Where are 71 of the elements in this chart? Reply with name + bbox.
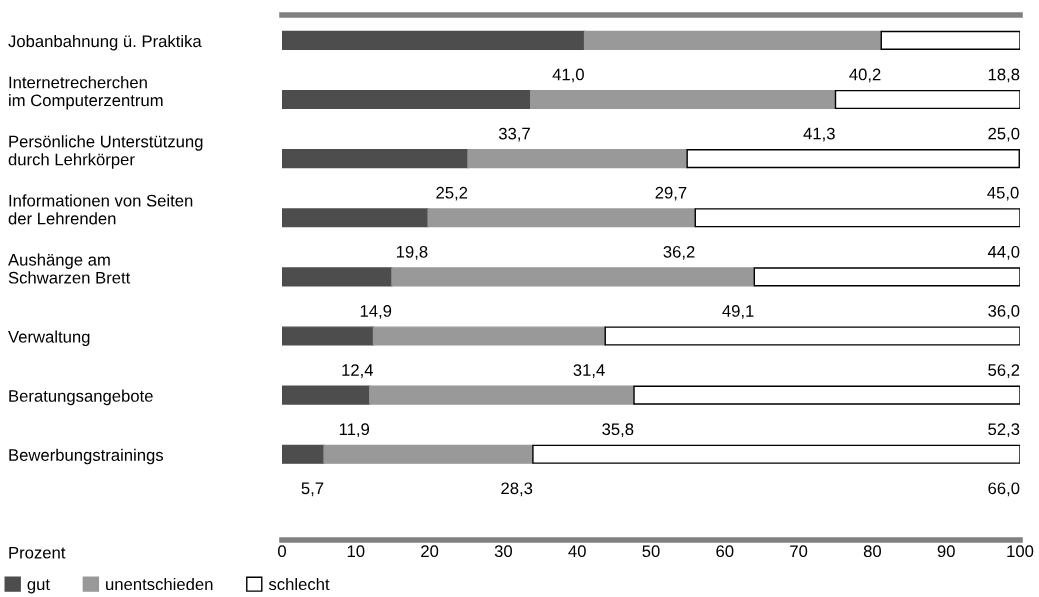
y-tick-label: Verwaltung [8,330,90,347]
bar [282,444,325,464]
text: 5,7 [301,482,324,497]
x-tick-label: 70 [790,545,808,558]
x-tick-label: 80 [863,545,882,558]
x-tick-label: 20 [421,545,439,558]
text: 40,2 [849,68,881,83]
x-tick-label: 0 [278,545,286,558]
text: 25,2 [436,186,468,201]
bar [372,326,606,346]
text: 18,8 [988,68,1020,83]
x-tick-label: 60 [716,545,734,558]
bar [282,149,469,169]
bar [282,385,371,405]
bar [530,89,837,110]
bar [282,326,375,346]
bar [880,30,1020,50]
legend-label: gut [27,579,50,594]
x-tick-label: 90 [937,545,955,558]
text: 44,0 [987,245,1020,260]
text: 29,7 [655,186,687,201]
x-tick-label: 100 [1007,545,1034,558]
text: 33,7 [498,127,530,142]
bar [467,149,688,169]
bar [391,267,756,287]
bar [369,385,635,405]
text: 52,3 [988,423,1020,438]
text: 12,4 [342,364,374,378]
bar [834,89,1020,110]
y-tick-label: Informationen von Seiten der Lehrenden [8,194,193,225]
text: 36,0 [988,305,1020,319]
text: 56,2 [988,364,1020,378]
x-tick-label: 10 [347,545,365,558]
bar [583,30,882,50]
bar [604,326,1020,346]
y-tick-label: Internetrecherchen im Computerzentrum [9,76,163,110]
text: 41,3 [803,127,835,142]
x-axis-title: Prozent [9,546,66,559]
text: 28,3 [501,482,533,497]
text: 25,0 [988,127,1020,142]
y-tick-label: Jobanbahnung ü. Praktika [8,34,202,51]
bar [282,89,532,110]
bar [686,149,1020,169]
text: 11,9 [339,423,370,438]
text: 19,8 [396,245,428,260]
bar [694,208,1020,228]
y-tick-label: Persönliche Unterstützung durch Lehrkörper [8,135,203,169]
bar [282,208,429,228]
y-tick-label: Beratungsangebote [9,389,153,406]
text: 49,1 [722,305,754,319]
y-tick-label: Bewerbungstrainings [9,448,164,465]
bar [532,444,1020,464]
legend-label: unentschieden [106,577,213,591]
text: 66,0 [988,482,1020,497]
text: 36,2 [663,245,695,260]
text: 35,8 [602,423,634,438]
x-tick-label: 40 [568,545,586,558]
y-tick-label: Aushänge am Schwarzen Brett [8,253,131,284]
bar [282,30,586,50]
bar [633,385,1020,405]
text: 14,9 [360,305,392,319]
bar [282,267,393,287]
x-tick-label: 50 [642,545,660,558]
x-tick-label: 30 [494,545,513,558]
legend-label: schlecht [268,577,330,591]
bar [427,208,696,228]
text: 41,0 [552,68,584,83]
bar [753,267,1020,287]
text: 31,4 [573,364,605,378]
bar [323,444,534,464]
text: 45,0 [987,186,1019,201]
